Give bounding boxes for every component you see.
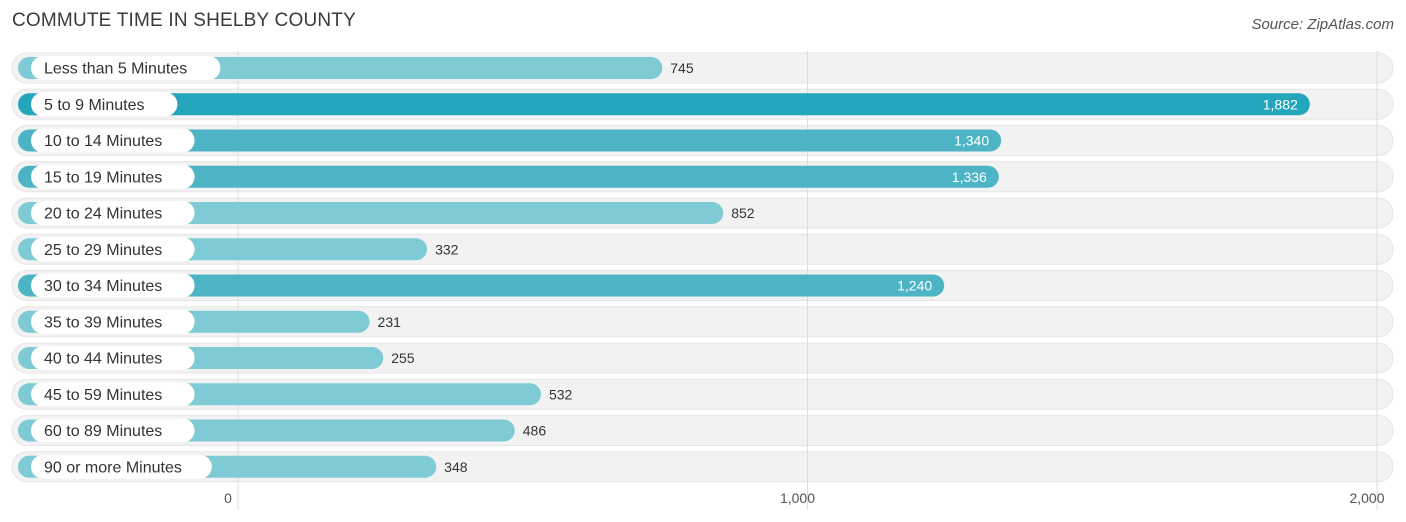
x-tick-label: 2,000: [1349, 490, 1384, 506]
category-label: Less than 5 Minutes: [44, 61, 187, 78]
category-label: 10 to 14 Minutes: [44, 133, 162, 150]
category-label: 40 to 44 Minutes: [44, 351, 162, 368]
category-label: 30 to 34 Minutes: [44, 278, 162, 295]
value-label: 332: [435, 241, 459, 257]
category-pill: [31, 346, 195, 370]
category-label: 25 to 29 Minutes: [44, 242, 162, 259]
value-label: 1,336: [952, 169, 987, 185]
category-label: 35 to 39 Minutes: [44, 314, 162, 331]
category-pill: [31, 273, 195, 298]
value-label: 231: [378, 314, 402, 330]
chart-title: COMMUTE TIME IN SHELBY COUNTY: [12, 10, 356, 31]
value-label: 486: [523, 423, 547, 439]
x-axis: 0 1,000 2,000: [224, 490, 1385, 506]
value-label: 852: [731, 205, 755, 221]
bar: [18, 129, 1002, 152]
bar: [18, 165, 999, 188]
category-pill: [31, 164, 195, 189]
category-label: 5 to 9 Minutes: [44, 97, 145, 114]
category-pill: [31, 56, 221, 80]
value-label: 348: [444, 459, 468, 475]
bar: [18, 274, 945, 297]
value-label: 1,340: [954, 133, 989, 149]
value-label: 255: [391, 350, 415, 366]
value-label: 745: [670, 60, 694, 76]
value-label: 1,882: [1263, 96, 1298, 112]
category-pill: [31, 309, 195, 334]
category-pill: [31, 92, 178, 117]
bar: [18, 202, 724, 224]
chart-source: Source: ZipAtlas.com: [1251, 16, 1394, 33]
bar: [18, 93, 1310, 116]
category-pill: [31, 418, 195, 443]
value-label: 532: [549, 386, 573, 402]
category-label: 45 to 59 Minutes: [44, 387, 162, 404]
category-label: 60 to 89 Minutes: [44, 423, 162, 440]
category-label: 90 or more Minutes: [44, 459, 182, 476]
bars-layer: Less than 5 Minutes 745 5 to 9 Minutes 1,88…: [18, 56, 1310, 479]
x-tick-label: 1,000: [780, 490, 815, 506]
category-label: 15 to 19 Minutes: [44, 169, 162, 186]
category-pill: [31, 128, 195, 153]
category-label: 20 to 24 Minutes: [44, 206, 162, 223]
category-pill: [31, 454, 212, 479]
value-label: 1,240: [897, 278, 932, 294]
x-tick-label: 0: [224, 490, 232, 506]
category-pill: [31, 382, 195, 407]
category-pill: [31, 237, 195, 262]
category-pill: [31, 201, 195, 225]
